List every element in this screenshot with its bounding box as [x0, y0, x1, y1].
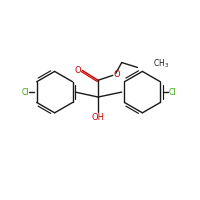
Text: CH$_3$: CH$_3$ — [153, 57, 169, 70]
Text: O: O — [74, 66, 81, 75]
Text: Cl: Cl — [168, 88, 176, 97]
Text: OH: OH — [92, 113, 105, 122]
Text: O: O — [113, 70, 120, 79]
Text: Cl: Cl — [21, 88, 29, 97]
